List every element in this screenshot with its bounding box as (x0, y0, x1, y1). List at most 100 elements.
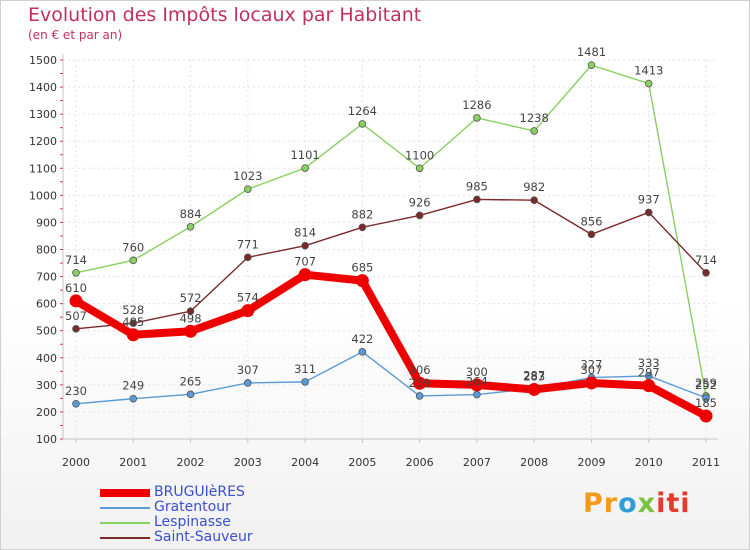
x-tick-label: 2001 (119, 456, 147, 469)
x-tick-label: 2000 (62, 456, 90, 469)
data-label: 307 (237, 363, 259, 377)
data-point (702, 394, 710, 402)
y-tick-label: 1500 (29, 54, 57, 67)
y-tick-label: 100 (36, 433, 57, 446)
data-label: 937 (638, 192, 660, 206)
data-point (642, 379, 656, 393)
data-point (415, 164, 424, 173)
data-label: 985 (466, 179, 488, 193)
data-point (72, 268, 80, 277)
y-tick-label: 1300 (29, 108, 57, 121)
data-point (129, 394, 138, 403)
data-point (301, 378, 309, 386)
data-label: 230 (65, 384, 87, 398)
data-point (644, 208, 653, 217)
data-point (702, 268, 710, 277)
y-tick-label: 1400 (29, 81, 57, 94)
legend-label: BRUGUIèRES (154, 484, 245, 500)
data-point (244, 253, 252, 262)
data-point (129, 256, 138, 265)
chart-subtitle: (en € et par an) (28, 28, 123, 42)
data-label: 507 (65, 309, 87, 323)
data-point (186, 222, 195, 231)
legend-item: BRUGUIèRES (100, 484, 300, 501)
data-point (413, 376, 427, 390)
data-label: 814 (294, 226, 316, 240)
data-point (298, 268, 312, 282)
x-tick-label: 2010 (635, 456, 663, 469)
data-point (415, 211, 424, 220)
data-point (301, 241, 309, 250)
data-point (587, 61, 596, 69)
data-point (244, 185, 252, 193)
series-line-saint-sauveur (75, 198, 707, 330)
data-point (129, 319, 138, 327)
x-tick-label: 2009 (577, 456, 605, 469)
logo-part: iti (656, 488, 691, 519)
data-label: 249 (122, 379, 144, 393)
data-point (72, 400, 80, 408)
data-label: 306 (409, 363, 431, 377)
x-tick-label: 2005 (348, 456, 376, 469)
legend-swatch (100, 537, 150, 539)
logo-part: x (637, 488, 657, 519)
x-tick-label: 2007 (463, 456, 491, 469)
data-label: 1238 (520, 111, 549, 125)
data-point (415, 392, 424, 400)
legend-item: Gratentour (100, 499, 300, 516)
data-label: 1101 (290, 148, 319, 162)
data-point (358, 120, 367, 128)
data-label: 333 (638, 356, 660, 370)
data-label: 574 (237, 291, 259, 305)
legend-swatch (100, 489, 150, 497)
data-label: 485 (122, 315, 144, 329)
data-point (358, 223, 367, 232)
x-tick-label: 2002 (177, 456, 205, 469)
data-label: 265 (180, 374, 202, 388)
data-point (584, 376, 598, 390)
y-tick-label: 500 (36, 325, 57, 338)
data-point (186, 390, 195, 399)
legend-swatch (100, 522, 150, 524)
data-point (241, 304, 255, 318)
y-tick-label: 200 (36, 406, 57, 419)
data-label: 760 (122, 240, 144, 254)
y-tick-label: 700 (36, 271, 57, 284)
data-label: 297 (638, 366, 660, 380)
series-line-lespinasse (75, 64, 707, 397)
data-label: 283 (523, 369, 545, 383)
data-label: 882 (351, 207, 373, 221)
y-tick-label: 1100 (29, 162, 57, 175)
data-point (186, 307, 195, 316)
data-label: 714 (695, 253, 717, 267)
legend-item: Saint-Sauveur (100, 529, 300, 546)
data-label: 1286 (462, 98, 491, 112)
data-label: 714 (65, 253, 87, 267)
y-tick-label: 400 (36, 352, 57, 365)
data-point (473, 114, 481, 122)
data-label: 1100 (405, 148, 434, 162)
series-line-gratentour (75, 351, 707, 405)
data-label: 259 (409, 376, 431, 390)
data-point (473, 195, 481, 204)
x-tick-label: 2008 (520, 456, 548, 469)
data-label: 422 (351, 332, 373, 346)
data-label: 327 (580, 358, 602, 372)
logo-part: Pr (583, 488, 619, 519)
data-point (699, 409, 713, 423)
data-label: 1264 (348, 104, 377, 118)
data-label: 307 (580, 363, 602, 377)
data-label: 982 (523, 180, 545, 194)
data-point (644, 79, 653, 88)
legend-swatch (100, 507, 150, 509)
data-label: 264 (466, 375, 488, 389)
data-label: 926 (409, 195, 431, 209)
proxiti-logo: Proxiti (583, 488, 691, 519)
data-label: 1481 (577, 45, 606, 59)
logo-part: o (618, 488, 638, 519)
data-point (355, 274, 369, 288)
y-tick-label: 1200 (29, 135, 57, 148)
y-tick-label: 800 (36, 244, 57, 257)
data-label: 685 (351, 261, 373, 275)
